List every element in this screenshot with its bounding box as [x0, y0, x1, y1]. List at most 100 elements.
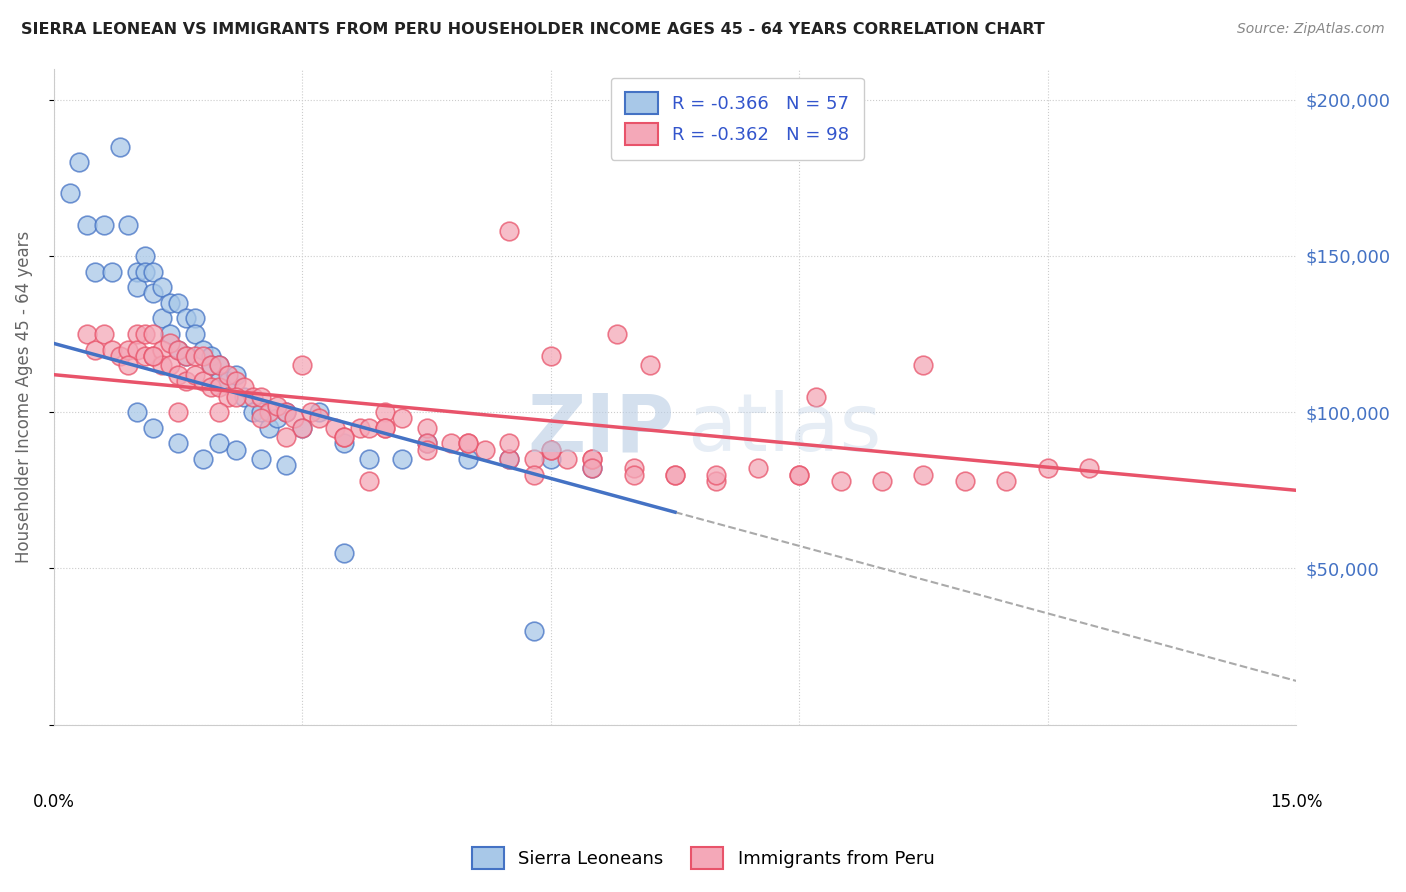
- Point: [299, 405, 322, 419]
- Point: [291, 359, 314, 373]
- Point: [623, 461, 645, 475]
- Point: [142, 421, 165, 435]
- Point: [76, 218, 98, 232]
- Point: [200, 359, 222, 373]
- Point: [159, 296, 181, 310]
- Point: [108, 349, 131, 363]
- Point: [233, 390, 256, 404]
- Point: [134, 327, 156, 342]
- Point: [125, 264, 148, 278]
- Point: [747, 461, 769, 475]
- Point: [134, 349, 156, 363]
- Point: [191, 374, 214, 388]
- Point: [217, 390, 239, 404]
- Point: [257, 421, 280, 435]
- Point: [374, 421, 396, 435]
- Point: [242, 405, 264, 419]
- Point: [912, 467, 935, 482]
- Point: [638, 359, 661, 373]
- Point: [274, 458, 297, 473]
- Point: [117, 218, 139, 232]
- Point: [274, 430, 297, 444]
- Point: [706, 467, 728, 482]
- Point: [242, 390, 264, 404]
- Point: [134, 249, 156, 263]
- Point: [540, 442, 562, 457]
- Point: [225, 368, 247, 382]
- Text: 0.0%: 0.0%: [32, 793, 75, 812]
- Point: [266, 411, 288, 425]
- Point: [208, 359, 231, 373]
- Point: [523, 452, 546, 467]
- Point: [457, 436, 479, 450]
- Point: [167, 343, 190, 357]
- Point: [995, 474, 1018, 488]
- Point: [498, 436, 520, 450]
- Point: [125, 405, 148, 419]
- Point: [159, 359, 181, 373]
- Point: [183, 327, 205, 342]
- Point: [623, 467, 645, 482]
- Point: [93, 218, 115, 232]
- Text: 15.0%: 15.0%: [1270, 793, 1323, 812]
- Point: [217, 368, 239, 382]
- Point: [498, 452, 520, 467]
- Point: [581, 452, 603, 467]
- Point: [457, 436, 479, 450]
- Point: [67, 155, 90, 169]
- Point: [167, 436, 190, 450]
- Point: [191, 452, 214, 467]
- Point: [474, 442, 496, 457]
- Point: [208, 374, 231, 388]
- Point: [142, 327, 165, 342]
- Point: [391, 452, 413, 467]
- Point: [183, 349, 205, 363]
- Point: [804, 390, 827, 404]
- Point: [101, 264, 124, 278]
- Point: [912, 359, 935, 373]
- Point: [357, 452, 380, 467]
- Point: [208, 405, 231, 419]
- Point: [308, 411, 330, 425]
- Point: [183, 368, 205, 382]
- Point: [108, 139, 131, 153]
- Point: [217, 374, 239, 388]
- Point: [93, 327, 115, 342]
- Point: [167, 405, 190, 419]
- Point: [125, 327, 148, 342]
- Point: [84, 264, 107, 278]
- Point: [142, 349, 165, 363]
- Point: [357, 474, 380, 488]
- Point: [208, 380, 231, 394]
- Point: [581, 461, 603, 475]
- Point: [117, 359, 139, 373]
- Point: [374, 421, 396, 435]
- Point: [101, 343, 124, 357]
- Point: [1036, 461, 1059, 475]
- Point: [150, 280, 173, 294]
- Point: [84, 343, 107, 357]
- Point: [250, 405, 273, 419]
- Point: [415, 442, 437, 457]
- Point: [257, 405, 280, 419]
- Text: Source: ZipAtlas.com: Source: ZipAtlas.com: [1237, 22, 1385, 37]
- Point: [332, 546, 354, 560]
- Point: [606, 327, 628, 342]
- Point: [176, 349, 198, 363]
- Point: [167, 343, 190, 357]
- Point: [498, 452, 520, 467]
- Point: [374, 405, 396, 419]
- Point: [142, 349, 165, 363]
- Point: [176, 374, 198, 388]
- Point: [191, 343, 214, 357]
- Y-axis label: Householder Income Ages 45 - 64 years: Householder Income Ages 45 - 64 years: [15, 230, 32, 563]
- Point: [415, 421, 437, 435]
- Point: [76, 327, 98, 342]
- Point: [250, 390, 273, 404]
- Point: [200, 380, 222, 394]
- Legend: R = -0.366   N = 57, R = -0.362   N = 98: R = -0.366 N = 57, R = -0.362 N = 98: [610, 78, 863, 160]
- Point: [523, 624, 546, 638]
- Point: [176, 311, 198, 326]
- Text: ZIP: ZIP: [527, 391, 675, 468]
- Point: [150, 359, 173, 373]
